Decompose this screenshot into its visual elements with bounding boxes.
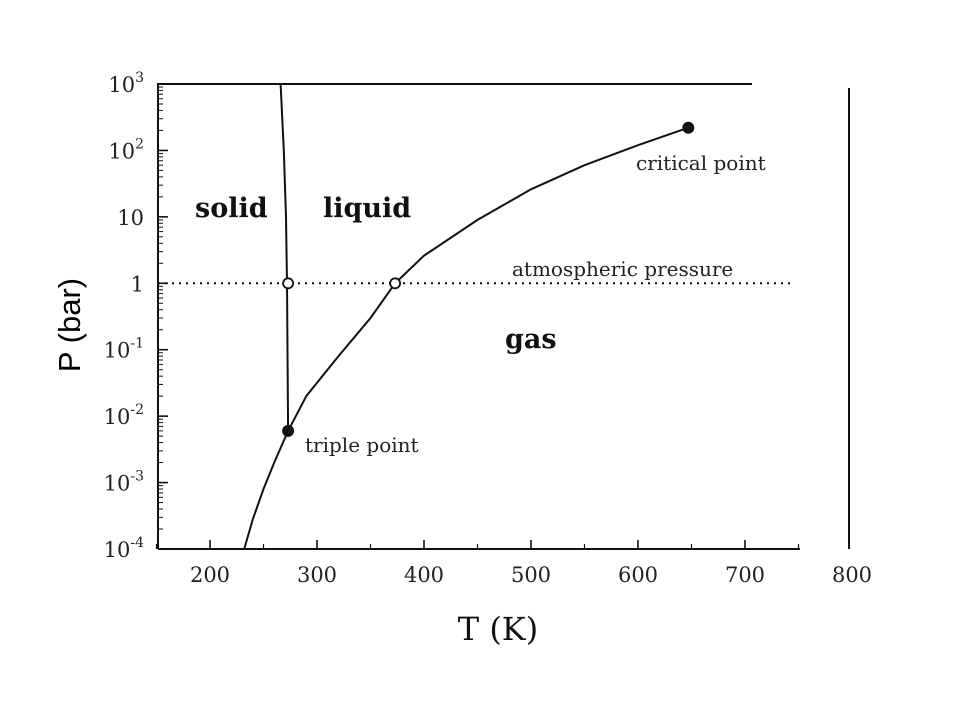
y-tick-label: 10-1 [104, 336, 144, 363]
region-label-solid: solid [195, 193, 268, 224]
x-tick-label: 300 [297, 563, 337, 587]
y-tick-label: 102 [108, 136, 144, 163]
y-tick-label: 10-4 [104, 535, 144, 562]
y-tick-label: 10-2 [104, 402, 144, 429]
y-axis-title: P (bar) [52, 278, 87, 372]
vaporization-curve [243, 126, 689, 550]
tick-marks [155, 83, 800, 550]
x-tick-labels: 200 300 400 500 600 700 800 [190, 563, 872, 587]
x-tick-label: 600 [618, 563, 658, 587]
critical-point-marker [682, 121, 695, 134]
atmospheric-pressure-label: atmospheric pressure [512, 257, 733, 281]
boiling-point-marker [389, 277, 402, 290]
x-tick-label: 200 [190, 563, 230, 587]
triple-point-label: triple point [305, 433, 419, 457]
region-label-gas: gas [505, 324, 557, 355]
x-tick-label: 700 [725, 563, 765, 587]
y-tick-labels: 10-4 10-3 10-2 10-1 1 10 102 103 [104, 70, 144, 562]
y-tick-label: 10 [117, 206, 144, 230]
x-axis-title: T (K) [458, 610, 538, 648]
x-tick-label: 500 [511, 563, 551, 587]
triple-point-marker [282, 424, 295, 437]
y-tick-label: 1 [131, 272, 144, 296]
x-tick-label: 400 [404, 563, 444, 587]
melting-point-marker [282, 277, 295, 290]
x-tick-label: 800 [832, 563, 872, 587]
y-tick-label: 103 [108, 70, 144, 97]
critical-point-label: critical point [636, 151, 766, 175]
melting-curve [279, 83, 290, 431]
region-label-liquid: liquid [323, 193, 411, 224]
y-tick-label: 10-3 [104, 469, 144, 496]
